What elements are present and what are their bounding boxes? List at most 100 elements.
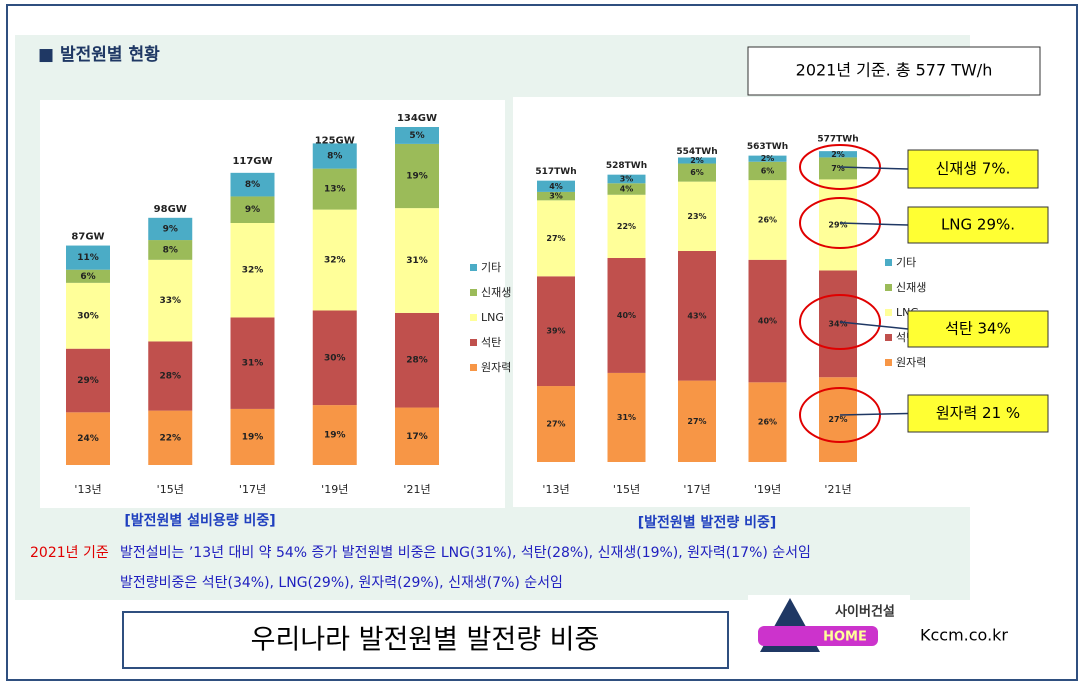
bar-segment [607,183,646,195]
x-tick-label: '21년 [824,483,851,496]
bar-segment [66,245,110,270]
x-tick-label: '15년 [613,483,640,496]
value-label: 24% [77,434,99,444]
callout-box [907,206,1049,244]
value-label: 26% [758,215,777,224]
value-label: 39% [546,327,565,336]
value-label: 19% [324,431,346,441]
total-label: 517TWh [535,167,576,177]
bar-segment [748,155,787,162]
value-label: 30% [324,353,346,363]
value-label: 9% [163,224,178,234]
legend-label: 석탄 [481,336,501,349]
value-label: 6% [761,166,775,175]
value-label: 6% [80,272,95,282]
value-label: 22% [617,222,636,231]
bar-segment [819,179,857,271]
value-label: 2% [761,154,775,163]
highlight [799,387,881,443]
value-label: 31% [406,256,428,266]
bar-segment [148,259,193,342]
bar-segment [678,250,716,381]
bar-segment [66,282,110,349]
value-label: 5% [409,131,424,141]
bar-segment [312,310,357,406]
x-tick-label: '21년 [403,483,430,496]
bar-segment [678,380,716,462]
callout-box [907,310,1049,348]
value-label: 29% [828,220,847,229]
value-label: 9% [245,205,260,215]
bar-segment [678,157,716,164]
value-label: 28% [159,372,181,382]
value-label: 13% [324,185,346,195]
chart-title: [발전원별 설비용량 비중] [124,512,275,529]
bar-segment [678,163,716,182]
legend-swatch [885,259,892,266]
bar-segment [148,240,193,260]
bar-segment [230,172,275,197]
callout-text: 원자력 21 % [936,404,1020,422]
value-label: 40% [617,311,636,320]
bar-segment [395,143,439,209]
highlight [799,144,881,190]
bar-segment [537,276,575,387]
bar-segment [395,312,439,408]
bar-segment [66,269,110,283]
value-label: 22% [159,433,181,443]
highlight [799,197,881,249]
bar-segment [395,208,439,313]
value-label: 7% [831,164,845,173]
bar-segment [230,317,275,409]
value-label: 2% [690,156,704,165]
highlight [799,294,881,350]
bar-segment [230,408,275,465]
x-tick-label: '17년 [239,483,266,496]
total-label: 125GW [315,136,355,147]
callout-line [839,412,909,416]
value-label: 30% [77,311,99,321]
x-tick-label: '17년 [683,483,710,496]
x-tick-label: '15년 [157,483,184,496]
callout-text: 신재생 7%. [936,160,1011,178]
x-tick-label: '13년 [74,483,101,496]
bar-segment [678,181,716,251]
bar-segment [312,209,357,311]
caption-box [122,611,729,669]
bar-segment [607,372,646,462]
logo: 사이버건설 HOME [748,595,910,657]
value-label: 32% [324,256,346,266]
bar-segment [819,151,857,158]
bar-segment [312,143,357,169]
total-label: 98GW [154,204,187,215]
value-label: 27% [546,420,565,429]
bar-segment [607,257,646,373]
value-label: 23% [687,212,706,221]
value-label: 31% [242,359,264,369]
value-label: 4% [620,185,634,194]
logo-home: HOME [823,630,867,645]
note-line: 발전량비중은 석탄(34%), LNG(29%), 원자력(29%), 신재생(… [120,575,563,591]
x-tick-label: '13년 [542,483,569,496]
callout-text: LNG 29%. [941,216,1015,234]
callout-box [907,149,1039,189]
bar-segment [148,217,193,241]
value-label: 6% [690,168,704,177]
bar-segment [230,223,275,318]
note-box-text: 2021년 기준. 총 577 TW/h [796,61,993,80]
value-label: 27% [546,234,565,243]
legend-label: 기타 [896,256,916,269]
legend-swatch [885,309,892,316]
legend-swatch [470,364,477,371]
legend-label: LNG [481,311,504,324]
legend-label: 신재생 [481,286,511,299]
value-label: 8% [327,152,342,162]
legend-swatch [885,359,892,366]
legend-swatch [470,314,477,321]
note-label: 2021년 기준 [30,545,109,561]
total-label: 563TWh [747,142,788,152]
logo-home-bg [758,626,878,646]
value-label: 17% [406,432,428,442]
value-label: 8% [245,180,260,190]
